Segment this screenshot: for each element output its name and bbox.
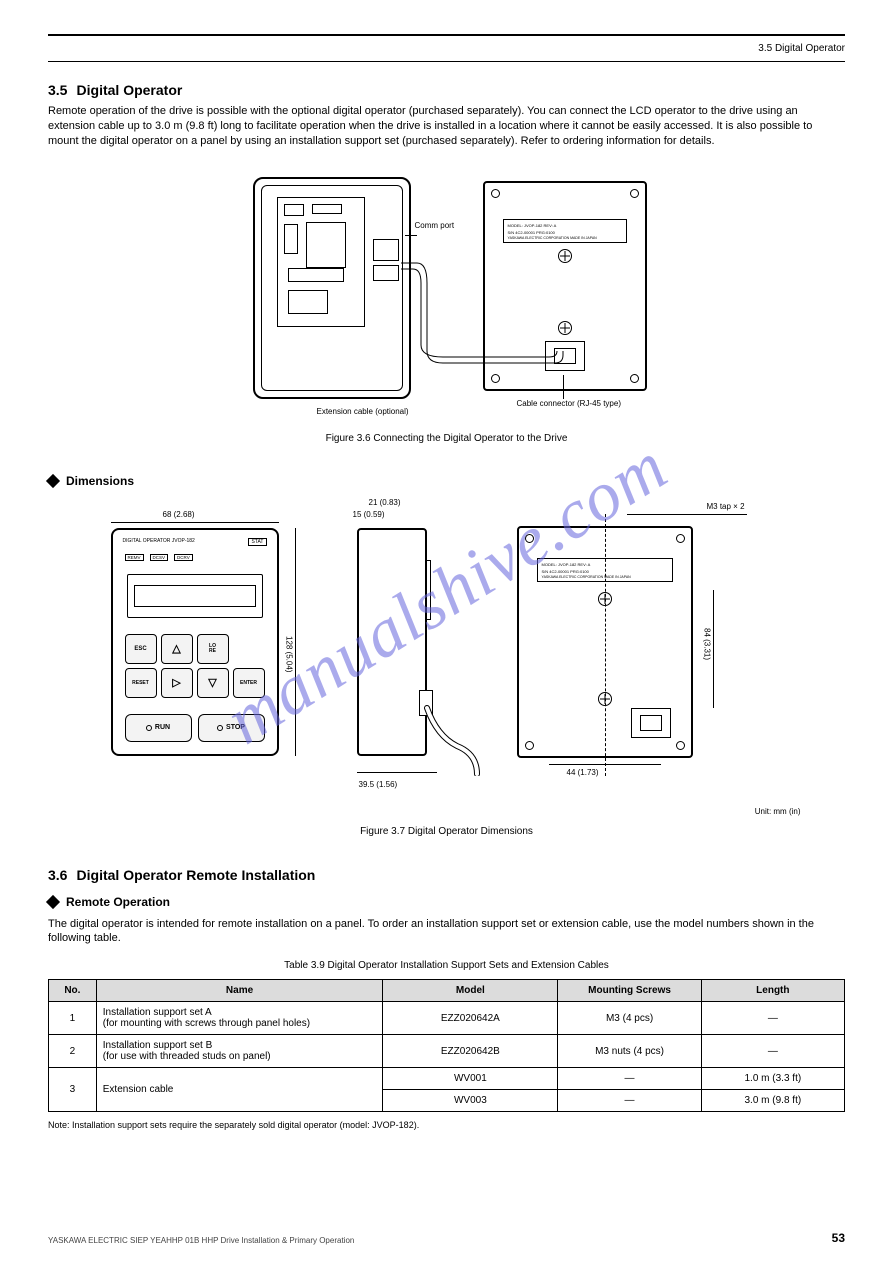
dim-unit: Unit: mm (in): [755, 807, 801, 816]
stop-key[interactable]: STOP: [198, 714, 265, 742]
lcd-display: [127, 574, 263, 618]
col-screws: Mounting Screws: [558, 980, 701, 1002]
dim-depth-base: 15 (0.59): [353, 510, 385, 519]
subhead-remote-title: Remote Operation: [66, 895, 170, 909]
figure-dimensions: DIGITAL OPERATOR JVOP-182 STAT REMV DCSV…: [87, 496, 807, 816]
lo-re-key[interactable]: LO RE: [197, 634, 229, 664]
section-digital-operator: 3.5 Digital Operator Remote operation of…: [48, 82, 845, 444]
col-name: Name: [96, 980, 383, 1002]
diamond-icon: [46, 894, 60, 908]
run-key[interactable]: RUN: [125, 714, 192, 742]
drive-unit: [253, 177, 411, 399]
table-caption: Table 3.9 Digital Operator Installation …: [48, 960, 845, 971]
subhead-dimensions: Dimensions: [48, 474, 845, 488]
operator-rear-view: MODEL: JVOP-182 REV: A S/N 4C2-00001 PRG…: [517, 526, 693, 758]
dim-height: 128 (5.04): [285, 636, 294, 672]
right-key[interactable]: ▷: [161, 668, 193, 698]
col-length: Length: [701, 980, 844, 1002]
cable-side: [417, 696, 507, 776]
down-key[interactable]: ▽: [197, 668, 229, 698]
reset-key[interactable]: RESET: [125, 668, 157, 698]
dim-depth-plug: 39.5 (1.56): [359, 780, 398, 789]
rear-rj45: [631, 708, 671, 738]
section-number-3-6: 3.6: [48, 867, 67, 883]
comm-port: [373, 239, 399, 261]
dim-mount-w: 44 (1.73): [567, 768, 599, 777]
table-row: 3 Extension cable WV001 — 1.0 m (3.3 ft): [49, 1068, 845, 1090]
operator-rear: MODEL: JVOP-182 REV: A S/N 4C2-00001 PRG…: [483, 181, 647, 391]
nameplate: MODEL: JVOP-182 REV: A S/N 4C2-00001 PRG…: [503, 219, 627, 243]
dim-mount-h: 84 (3.31): [703, 628, 712, 660]
section-title: Digital Operator: [77, 82, 183, 98]
col-no: No.: [49, 980, 97, 1002]
status-leds: REMV DCSV DCRV: [125, 554, 193, 561]
diamond-icon: [46, 473, 60, 487]
section-number: 3.5: [48, 82, 67, 98]
col-model: Model: [383, 980, 558, 1002]
table-row: 1 Installation support set A (for mounti…: [49, 1002, 845, 1035]
section-heading-3-6: 3.6 Digital Operator Remote Installation: [48, 867, 845, 883]
section-title-3-6: Digital Operator Remote Installation: [77, 867, 316, 883]
section-remote-install: 3.6 Digital Operator Remote Installation…: [48, 867, 845, 1131]
table-header-row: No. Name Model Mounting Screws Length: [49, 980, 845, 1002]
dim-width: 68 (2.68): [163, 510, 195, 519]
footer-ref: YASKAWA ELECTRIC SIEP YEAHHP 01B HHP Dri…: [48, 1236, 354, 1245]
cable-label: Extension cable (optional): [317, 407, 409, 416]
figure-connection: MODEL: JVOP-182 REV: A S/N 4C2-00001 PRG…: [237, 163, 657, 423]
enter-key[interactable]: ENTER: [233, 668, 265, 698]
rj45-port: [545, 341, 585, 371]
dim-depth-total: 21 (0.83): [369, 498, 401, 507]
comm-port-label: Comm port: [415, 221, 455, 230]
esc-key[interactable]: ESC: [125, 634, 157, 664]
page-header: 3.5 Digital Operator: [48, 34, 845, 62]
remote-body: The digital operator is intended for rem…: [48, 917, 845, 947]
subhead-remote-op: Remote Operation: [48, 895, 845, 909]
header-section-ref: 3.5 Digital Operator: [758, 43, 845, 54]
section-heading: 3.5 Digital Operator: [48, 82, 845, 98]
keypad: ESC △ LO RE ▷ ▽ ENTER RESET: [125, 634, 265, 698]
up-key[interactable]: △: [161, 634, 193, 664]
page-number: 53: [832, 1231, 845, 1245]
rj45-label: Cable connector (RJ-45 type): [517, 399, 637, 408]
operator-front-view: DIGITAL OPERATOR JVOP-182 STAT REMV DCSV…: [111, 528, 279, 756]
figure-a-caption: Figure 3.6 Connecting the Digital Operat…: [48, 433, 845, 444]
table-row: 2 Installation support set B (for use wi…: [49, 1035, 845, 1068]
figure-b-caption: Figure 3.7 Digital Operator Dimensions: [48, 826, 845, 837]
table-note: Note: Installation support sets require …: [48, 1120, 845, 1130]
model-label: DIGITAL OPERATOR JVOP-182: [123, 538, 195, 546]
dim-tap: M3 tap × 2: [707, 502, 745, 511]
section-body: Remote operation of the drive is possibl…: [48, 104, 845, 149]
subhead-title: Dimensions: [66, 474, 134, 488]
stat-label: STAT: [248, 538, 266, 546]
parts-table: No. Name Model Mounting Screws Length 1 …: [48, 979, 845, 1112]
